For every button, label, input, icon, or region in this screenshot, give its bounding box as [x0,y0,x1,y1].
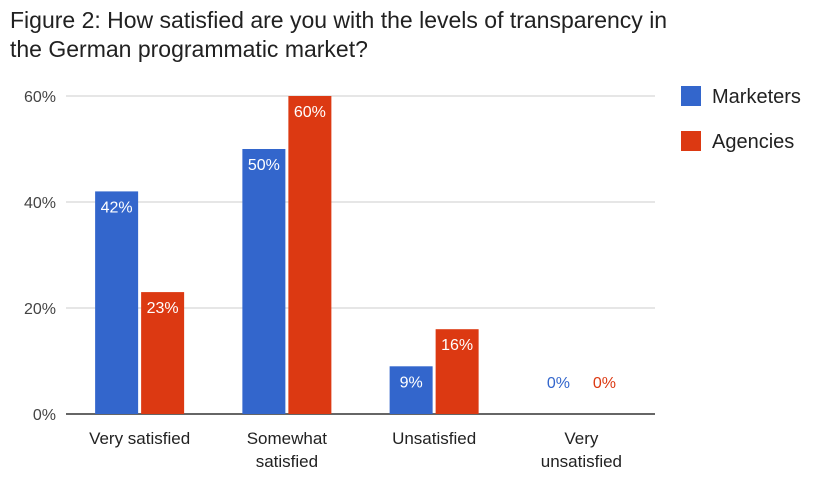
bar-agencies [288,96,332,414]
x-tick-label: unsatisfied [541,452,622,471]
x-tick-label: Unsatisfied [392,429,476,448]
y-tick-label: 20% [24,301,56,318]
legend-label: Agencies [712,131,794,153]
y-tick-label: 40% [24,195,56,212]
data-label: 23% [147,300,179,317]
bar-marketers [95,191,139,414]
bar-marketers [389,366,433,414]
bar-marketers [242,149,286,414]
x-tick-label: Somewhat [247,429,328,448]
data-label: 42% [101,199,133,216]
bar-agencies [141,292,185,414]
y-tick-label: 0% [33,407,56,424]
x-tick-label: Very [564,429,599,448]
chart-title-line: the German programmatic market? [10,36,368,62]
data-label: 16% [441,337,473,354]
legend-label: Marketers [712,86,801,108]
legend-swatch-marketers [681,86,701,106]
data-label: 50% [248,157,280,174]
chart-title-line: Figure 2: How satisfied are you with the… [10,7,667,33]
y-tick-label: 60% [24,89,56,106]
data-label: 0% [547,375,570,392]
x-tick-label: Very satisfied [89,429,190,448]
data-label: 60% [294,104,326,121]
bar-agencies [435,329,479,414]
legend-swatch-agencies [681,131,701,151]
data-label: 0% [593,375,616,392]
data-label: 9% [400,374,423,391]
x-tick-label: satisfied [256,452,318,471]
